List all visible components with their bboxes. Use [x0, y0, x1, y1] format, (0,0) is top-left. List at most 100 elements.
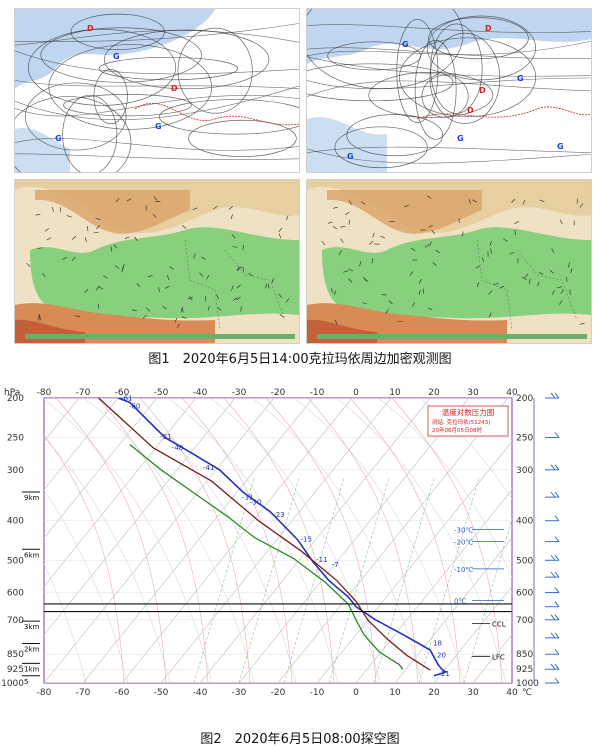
wind-barb: [110, 246, 113, 252]
x-tick-label-bottom: 40: [506, 688, 518, 698]
pressure-map-upper-right: G G G G G D D D: [306, 8, 592, 173]
wind-barb: [37, 247, 43, 249]
wind-barb: [556, 286, 563, 288]
wind-barb: [285, 298, 290, 303]
x-tick-label-bottom: 10: [389, 688, 401, 698]
wind-barb: [554, 392, 560, 399]
annotation-label: LFC: [492, 653, 505, 661]
state_curve-curve: [98, 398, 431, 671]
x-tick-label-bottom: -10: [310, 688, 325, 698]
isobar: [27, 28, 177, 106]
wind-barb: [488, 290, 493, 295]
wind-barb: [268, 283, 270, 289]
height-label: 1km: [24, 665, 40, 673]
wind-barb: [248, 272, 253, 277]
wind-barb: [554, 432, 560, 438]
border-line: [134, 102, 299, 126]
isotherm-line: [160, 398, 392, 683]
wind-barb: [84, 288, 89, 293]
wind-barb: [493, 283, 499, 285]
wind-barb: [35, 214, 41, 216]
wind-barb: [554, 614, 560, 621]
wind-barb: [489, 312, 492, 318]
data-label: -51: [160, 433, 171, 441]
wind-barb: [348, 200, 352, 206]
wind-barb: [115, 198, 120, 203]
wind-barb: [522, 276, 527, 280]
dry-adiabat: [251, 398, 423, 683]
mixing-ratio-line: [193, 477, 255, 683]
wind-barb: [321, 240, 326, 246]
wind-barb: [42, 272, 46, 278]
plot-frame: [43, 397, 513, 684]
isobar: [430, 23, 483, 114]
x-tick-label-top: -70: [76, 388, 91, 398]
high-pressure-marker: G: [55, 134, 62, 143]
wind-barb: [579, 203, 584, 208]
scale-label: -20℃: [454, 539, 473, 547]
wind-barb: [537, 281, 540, 287]
y-tick-label-right: 850: [516, 650, 533, 660]
dry-adiabat: [167, 398, 339, 683]
wind-barb: [201, 256, 206, 260]
wind-barb: [418, 279, 422, 284]
x-tick-label-bottom: 0: [353, 688, 359, 698]
dry-adiabat: [83, 398, 255, 683]
wind-barb: [330, 288, 334, 293]
wind-barb: [550, 491, 556, 498]
x-tick-label-top: 0: [353, 388, 359, 398]
wind-barb: [554, 515, 560, 522]
wind-barb: [122, 264, 125, 269]
isotherm-line: [472, 634, 512, 683]
dry-adiabat: [377, 398, 512, 579]
y-axis-unit: hPa: [4, 388, 20, 398]
dry-adiabat: [335, 398, 507, 683]
isobar: [414, 39, 457, 140]
wind-barb: [550, 392, 556, 399]
wind-barb: [216, 306, 222, 311]
wind-barb: [169, 266, 174, 270]
moist-adiabat: [265, 398, 377, 683]
isotherm-line: [44, 398, 119, 491]
height-label: 2km: [24, 645, 40, 653]
isotherm-line: [277, 398, 509, 683]
wind-barb: [181, 307, 183, 313]
chart-station: 测站: 克拉玛依(51243): [432, 418, 490, 426]
isotherm-line: [0, 398, 1, 683]
wind-barb: [472, 199, 477, 203]
wind-barb: [539, 199, 545, 203]
x-tick-label-top: -60: [115, 388, 130, 398]
isobar: [188, 119, 297, 157]
scale-label: 0℃: [454, 598, 466, 606]
wind-barb: [327, 221, 333, 224]
x-tick-label-bottom: -20: [271, 688, 286, 698]
moist-adiabat: [55, 398, 167, 683]
station-map-lower-left: [14, 179, 300, 344]
wind-barb: [550, 632, 556, 639]
y-tick-label-right: 300: [516, 466, 533, 476]
isobar: [48, 44, 213, 130]
isotherm-line: [433, 585, 512, 683]
wind-barb: [181, 316, 187, 319]
wind-barb: [158, 286, 160, 293]
wind-barb: [429, 241, 432, 247]
dry-adiabat: [209, 398, 381, 683]
wind-barb: [361, 302, 367, 304]
wind-barb: [418, 289, 421, 295]
moist-adiabat: [181, 398, 293, 683]
y-tick-label-left: 200: [7, 394, 24, 404]
wind-barb: [72, 235, 77, 240]
data-label: -15: [301, 536, 312, 544]
y-tick-label-right: 1000: [516, 679, 539, 689]
wind-barb: [570, 268, 573, 274]
wind-barb: [332, 206, 338, 209]
wind-barb: [372, 232, 375, 238]
y-tick-label-left: 250: [7, 434, 24, 444]
isobar: [327, 41, 422, 71]
wind-barb: [271, 278, 274, 284]
wind-barb: [410, 247, 416, 251]
wind-barb: [240, 306, 242, 312]
wind-barb: [559, 300, 563, 305]
scale-label: -30℃: [454, 526, 473, 534]
high-pressure-marker: G: [347, 152, 354, 161]
